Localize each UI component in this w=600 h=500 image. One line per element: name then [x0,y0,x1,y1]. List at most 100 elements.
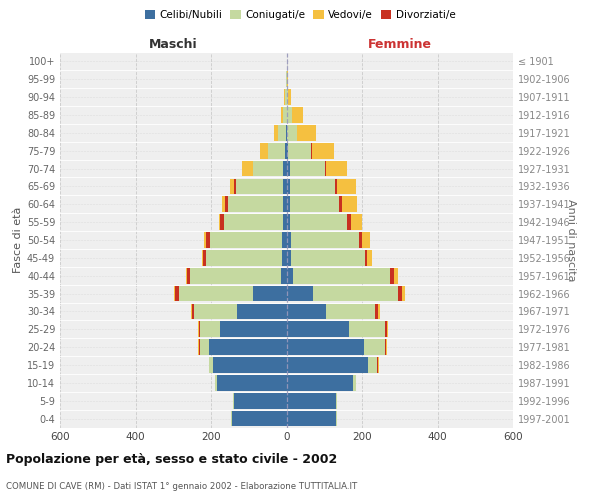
Bar [198,322,199,337]
Bar [209,340,287,355]
Bar [281,107,283,123]
Bar [291,232,359,248]
Bar [253,160,283,176]
Text: COMUNE DI CAVE (RM) - Dati ISTAT 1° gennaio 2002 - Elaborazione TUTTITALIA.IT: COMUNE DI CAVE (RM) - Dati ISTAT 1° genn… [6,482,357,491]
Bar [377,357,378,373]
Bar [368,357,377,373]
Bar [289,143,311,158]
Bar [225,196,228,212]
Bar [224,214,283,230]
Bar [206,250,282,266]
Bar [190,268,281,283]
Bar [362,232,370,248]
Bar [287,125,296,140]
Bar [192,304,194,320]
Bar [232,410,287,426]
Bar [203,250,206,266]
Bar [220,214,224,230]
Bar [313,286,398,302]
Bar [204,232,206,248]
Bar [238,304,287,320]
Bar [403,286,406,302]
Bar [394,268,398,283]
Bar [287,196,290,212]
Bar [274,125,278,140]
Bar [284,90,287,105]
Bar [289,90,292,105]
Bar [287,340,364,355]
Bar [222,196,225,212]
Bar [286,125,287,140]
Bar [335,410,337,426]
Bar [385,340,386,355]
Bar [290,160,325,176]
Bar [284,143,287,158]
Bar [398,286,403,302]
Bar [326,304,375,320]
Text: Popolazione per età, sesso e stato civile - 2002: Popolazione per età, sesso e stato civil… [6,452,337,466]
Bar [325,160,326,176]
Bar [335,178,337,194]
Bar [378,304,380,320]
Bar [200,340,209,355]
Bar [292,107,304,123]
Bar [385,322,386,337]
Bar [326,160,347,176]
Bar [283,160,287,176]
Bar [287,322,349,337]
Bar [206,232,210,248]
Bar [217,375,287,390]
Bar [350,214,362,230]
Bar [287,304,326,320]
Bar [359,232,362,248]
Bar [291,250,365,266]
Bar [194,304,238,320]
Bar [230,178,233,194]
Bar [202,250,203,266]
Bar [278,125,286,140]
Bar [287,143,289,158]
Bar [191,304,192,320]
Bar [290,178,335,194]
Bar [199,322,200,337]
Bar [199,340,200,355]
Bar [283,214,287,230]
Text: Femmine: Femmine [368,38,432,51]
Bar [210,232,282,248]
Bar [386,322,388,337]
Bar [337,178,356,194]
Bar [200,322,220,337]
Bar [242,160,253,176]
Y-axis label: Fasce di età: Fasce di età [13,207,23,273]
Bar [281,268,287,283]
Bar [290,214,347,230]
Bar [349,322,385,337]
Bar [311,143,312,158]
Bar [287,286,313,302]
Bar [375,304,378,320]
Bar [220,322,287,337]
Bar [231,410,232,426]
Bar [282,232,287,248]
Bar [290,196,340,212]
Bar [298,125,316,140]
Bar [287,160,290,176]
Bar [283,196,287,212]
Bar [198,340,199,355]
Bar [268,143,284,158]
Bar [353,375,356,390]
Bar [282,250,287,266]
Bar [364,340,385,355]
Bar [218,214,220,230]
Bar [287,90,289,105]
Bar [287,178,290,194]
Bar [287,232,291,248]
Bar [335,393,337,408]
Bar [343,196,358,212]
Bar [213,357,287,373]
Bar [287,268,293,283]
Bar [287,375,353,390]
Bar [287,214,290,230]
Bar [236,178,283,194]
Bar [286,72,287,87]
